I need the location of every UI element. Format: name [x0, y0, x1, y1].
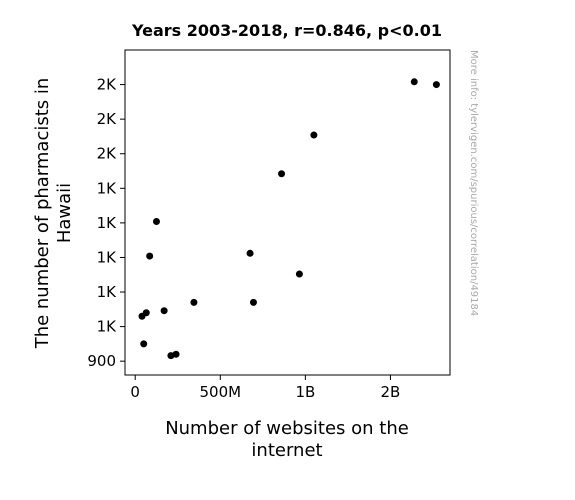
plot-area-frame [124, 49, 451, 376]
y-axis: 900 1K 1K 1K 1K 1K 2K 2K 2K [87, 76, 125, 370]
scatter-point [146, 252, 154, 260]
x-axis-label-line-2: internet [251, 440, 322, 461]
x-tick-label: 1B [295, 383, 315, 401]
y-tick-label: 1K [97, 214, 118, 232]
y-tick-label: 1K [97, 318, 118, 336]
chart-title: Years 2003-2018, r=0.846, p<0.01 [131, 21, 442, 40]
scatter-point [278, 170, 286, 178]
y-tick-label: 2K [97, 76, 118, 94]
x-tick-label: 2B [381, 383, 401, 401]
scatter-point [172, 350, 180, 358]
scatter-point [310, 131, 318, 139]
watermark-text: More info: tylervigen.com/spurious/corre… [468, 50, 479, 316]
scatter-point [432, 81, 440, 89]
y-tick-label: 1K [97, 248, 118, 266]
scatter-point [140, 340, 148, 348]
y-tick-label: 2K [97, 110, 118, 128]
scatter-point [160, 307, 168, 315]
x-tick-label: 500M [199, 383, 241, 401]
scatter-point [410, 78, 418, 86]
y-tick-label: 900 [87, 352, 116, 370]
y-tick-label: 2K [97, 145, 118, 163]
scatter-point [190, 298, 198, 306]
x-tick-label: 0 [130, 383, 140, 401]
y-axis-label-line-1: The number of pharmacists in [32, 78, 53, 350]
y-axis-label-line-2: Hawaii [54, 183, 75, 243]
scatter-points [138, 78, 440, 360]
scatter-point [142, 309, 150, 317]
scatter-point [152, 217, 160, 225]
scatter-point [295, 270, 303, 278]
y-tick-label: 1K [97, 179, 118, 197]
y-tick-label: 1K [97, 283, 118, 301]
scatter-point [246, 249, 254, 257]
scatter-point [249, 298, 257, 306]
x-axis: 0 500M 1B 2B [130, 375, 400, 401]
x-axis-label-line-1: Number of websites on the [165, 418, 409, 439]
